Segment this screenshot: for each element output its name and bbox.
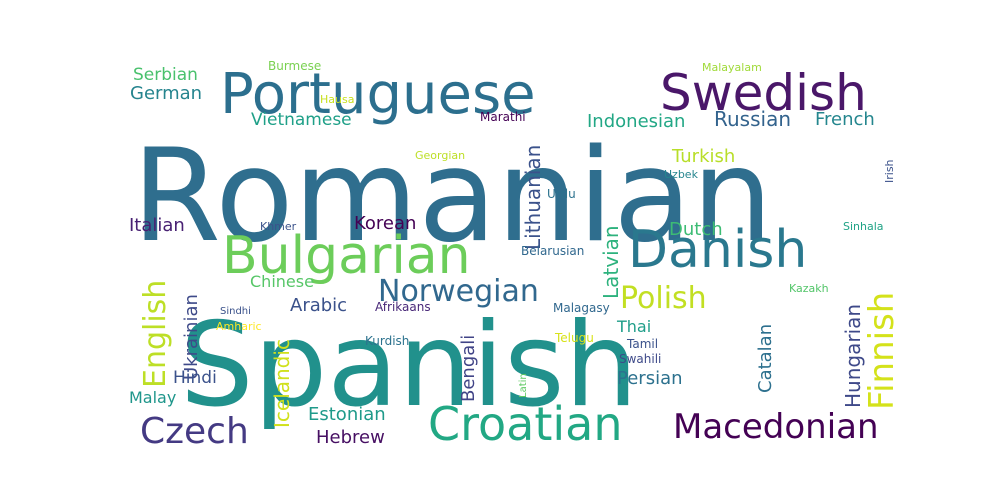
word-german: German bbox=[130, 83, 202, 104]
word-indonesian: Indonesian bbox=[587, 111, 685, 132]
word-kurdish: Kurdish bbox=[365, 334, 409, 348]
word-uzbek: Uzbek bbox=[664, 168, 699, 181]
word-korean: Korean bbox=[354, 213, 416, 234]
word-irish: Irish bbox=[883, 159, 896, 183]
word-bulgarian: Bulgarian bbox=[222, 226, 471, 286]
word-italian: Italian bbox=[129, 215, 185, 236]
word-icelandic: Icelandic bbox=[270, 339, 294, 428]
word-norwegian: Norwegian bbox=[378, 274, 539, 309]
word-chinese: Chinese bbox=[250, 272, 314, 291]
word-amharic: Amharic bbox=[216, 320, 262, 333]
word-latvian: Latvian bbox=[599, 225, 623, 299]
word-persian: Persian bbox=[617, 368, 683, 389]
word-serbian: Serbian bbox=[133, 65, 198, 85]
word-afrikaans: Afrikaans bbox=[375, 300, 431, 314]
word-sindhi: Sindhi bbox=[220, 306, 251, 317]
word-malagasy: Malagasy bbox=[553, 301, 610, 315]
word-hausa: Hausa bbox=[320, 93, 354, 106]
word-spanish: Spanish bbox=[180, 298, 638, 433]
word-latin: Latin bbox=[518, 373, 529, 398]
word-belarusian: Belarusian bbox=[521, 244, 584, 258]
word-english: English bbox=[138, 280, 173, 388]
word-georgian: Georgian bbox=[415, 149, 465, 162]
word-hungarian: Hungarian bbox=[841, 304, 865, 408]
word-turkish: Turkish bbox=[671, 146, 735, 167]
word-portuguese: Portuguese bbox=[220, 62, 536, 127]
word-lithuanian: Lithuanian bbox=[521, 145, 545, 250]
word-malayalam: Malayalam bbox=[702, 61, 762, 74]
word-ukrainian: Ukrainian bbox=[181, 294, 202, 380]
word-croatian: Croatian bbox=[428, 397, 623, 451]
word-khmer: Khmer bbox=[260, 220, 297, 233]
word-urdu: Urdu bbox=[547, 187, 576, 201]
word-estonian: Estonian bbox=[308, 404, 386, 425]
word-hindi: Hindi bbox=[173, 368, 217, 388]
word-czech: Czech bbox=[140, 411, 249, 452]
word-malay: Malay bbox=[129, 388, 176, 407]
word-marathi: Marathi bbox=[480, 110, 526, 124]
word-kazakh: Kazakh bbox=[789, 282, 829, 295]
word-thai: Thai bbox=[616, 317, 651, 336]
word-french: French bbox=[815, 109, 875, 130]
word-dutch: Dutch bbox=[669, 219, 723, 240]
word-romanian: Romanian bbox=[132, 122, 773, 271]
word-catalan: Catalan bbox=[755, 324, 776, 393]
word-sinhala: Sinhala bbox=[843, 220, 884, 233]
word-finnish: Finnish bbox=[862, 292, 902, 410]
word-polish: Polish bbox=[620, 281, 707, 316]
word-vietnamese: Vietnamese bbox=[251, 110, 352, 130]
word-danish: Danish bbox=[628, 220, 807, 280]
word-bengali: Bengali bbox=[458, 335, 479, 402]
word-burmese: Burmese bbox=[268, 59, 321, 73]
word-tamil: Tamil bbox=[626, 337, 658, 351]
word-hebrew: Hebrew bbox=[316, 427, 385, 448]
word-swedish: Swedish bbox=[660, 64, 867, 122]
word-telugu: Telugu bbox=[554, 331, 594, 345]
word-swahili: Swahili bbox=[619, 352, 661, 366]
word-macedonian: Macedonian bbox=[673, 407, 879, 447]
word-arabic: Arabic bbox=[290, 295, 347, 316]
word-russian: Russian bbox=[714, 107, 791, 131]
